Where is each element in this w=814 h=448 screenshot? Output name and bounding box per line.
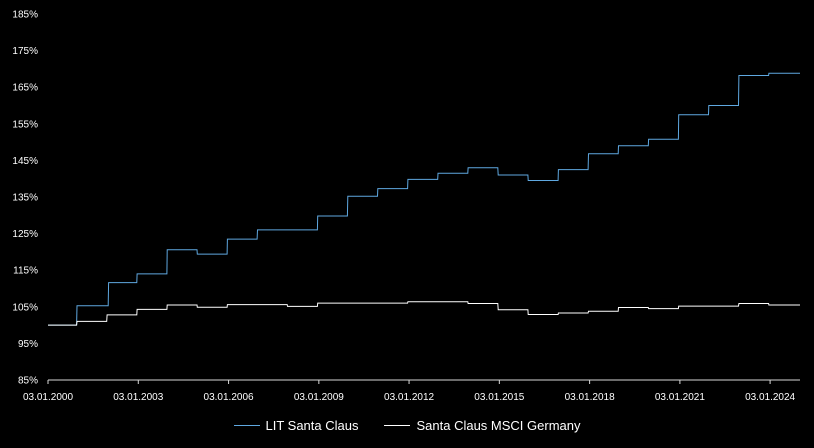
legend-swatch-lit-santa-claus: [233, 424, 260, 426]
y-tick-label: 175%: [12, 46, 38, 57]
legend-swatch-santa-claus-msci-germany: [384, 424, 411, 426]
legend-item-lit-santa-claus: LIT Santa Claus: [233, 417, 359, 433]
legend-label-santa-claus-msci-germany: Santa Claus MSCI Germany: [416, 417, 581, 433]
x-tick-label: 03.01.2015: [474, 392, 524, 403]
y-tick-label: 165%: [12, 83, 38, 94]
x-tick-label: 03.01.2009: [294, 392, 344, 403]
x-tick-label: 03.01.2006: [204, 392, 254, 403]
legend-label-lit-santa-claus: LIT Santa Claus: [265, 417, 359, 433]
legend: LIT Santa Claus Santa Claus MSCI Germany: [0, 414, 814, 436]
x-tick-label: 03.01.2021: [655, 392, 705, 403]
y-axis-tick-labels: 85% 95% 105% 115% 125% 135% 145% 155% 165% 175% 18…: [12, 10, 38, 387]
y-tick-label: 145%: [12, 156, 38, 167]
x-tick-label: 03.01.2018: [565, 392, 615, 403]
y-tick-label: 95%: [18, 339, 38, 350]
y-tick-label: 135%: [12, 193, 38, 204]
series-lines: [48, 72, 800, 326]
y-tick-label: 155%: [12, 119, 38, 130]
y-tick-label: 105%: [12, 302, 38, 313]
series-line-santa-claus-msci-germany: [48, 301, 800, 326]
x-tick-label: 03.01.2000: [23, 392, 73, 403]
x-tick-label: 03.01.2012: [384, 392, 434, 403]
y-tick-label: 125%: [12, 229, 38, 240]
y-tick-label: 185%: [12, 10, 38, 21]
x-tick-label: 03.01.2003: [113, 392, 163, 403]
series-line-lit-santa-claus: [48, 72, 800, 326]
y-tick-label: 85%: [18, 376, 38, 387]
legend-item-santa-claus-msci-germany: Santa Claus MSCI Germany: [384, 417, 581, 433]
y-tick-label: 115%: [13, 266, 38, 277]
x-tick-label: 03.01.2024: [745, 392, 795, 403]
x-axis-ticks: 03.01.2000 03.01.2003 03.01.2006 03.01.2009…: [23, 380, 796, 403]
